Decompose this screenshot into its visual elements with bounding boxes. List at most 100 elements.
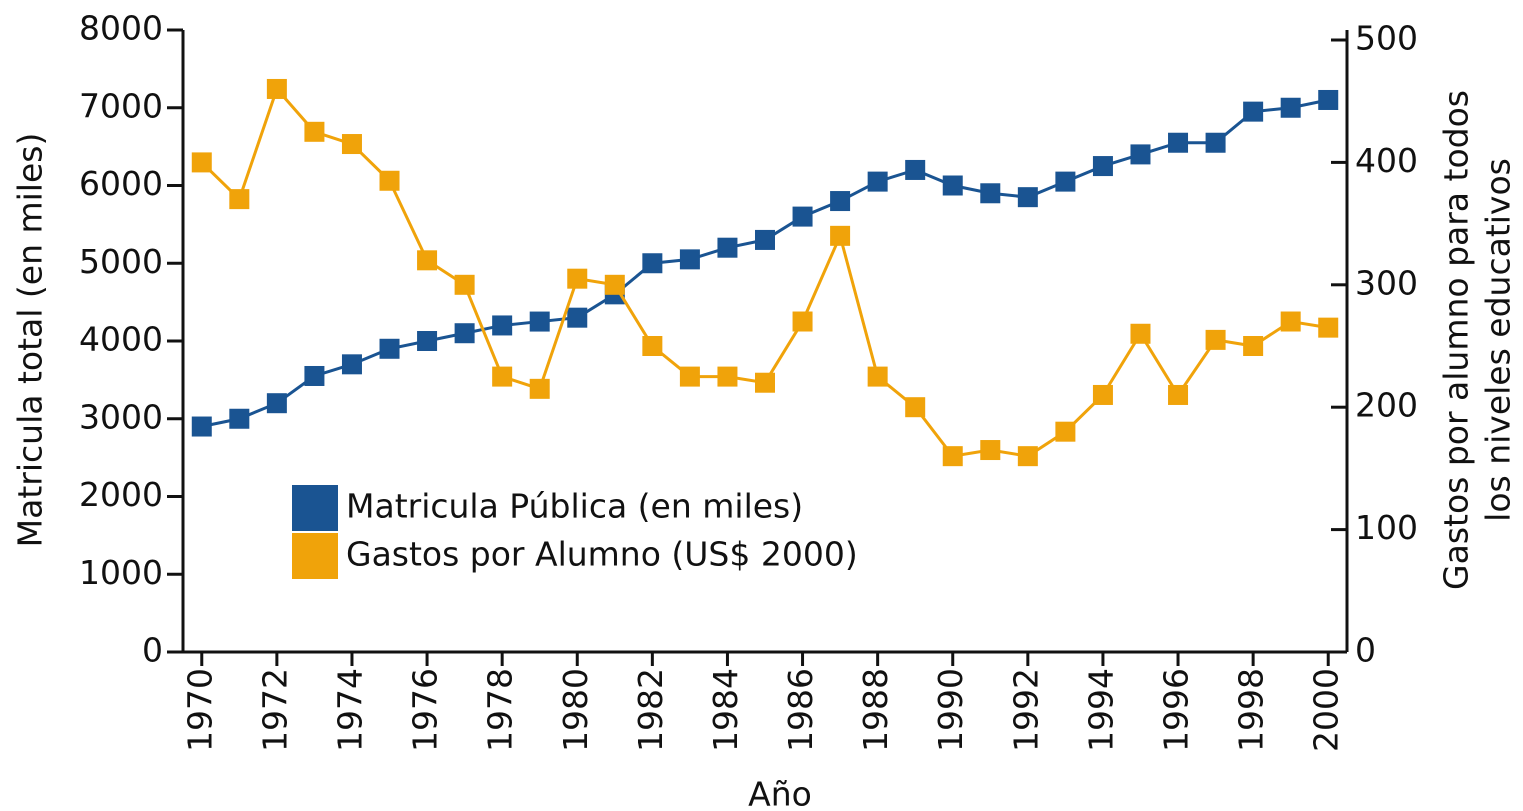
data-point	[304, 365, 325, 386]
legend-label: Matricula Pública (en miles)	[346, 487, 803, 526]
data-point	[755, 229, 775, 250]
data-point	[1168, 384, 1189, 405]
data-point	[454, 323, 475, 344]
data-point	[755, 372, 775, 393]
data-point	[642, 336, 663, 356]
y2-axis-label: los niveles educativos	[1479, 158, 1518, 522]
y2-axis-label: Gastos por alumno para todos	[1437, 90, 1476, 590]
data-point	[830, 191, 851, 212]
data-point	[1318, 317, 1339, 338]
data-point	[792, 206, 813, 227]
data-point	[980, 440, 1001, 461]
x-tick-label: 1974	[330, 668, 369, 752]
x-tick-label: 1976	[406, 668, 445, 752]
data-point	[1055, 171, 1076, 192]
data-point	[642, 253, 663, 274]
data-point	[1205, 329, 1226, 350]
data-point	[1017, 187, 1038, 208]
data-point	[1205, 132, 1226, 153]
x-tick-label: 1978	[481, 668, 520, 752]
data-point	[266, 78, 287, 99]
data-point	[1092, 384, 1113, 405]
x-tick-label: 1988	[856, 668, 895, 752]
data-point	[529, 311, 550, 332]
x-tick-label: 1996	[1157, 668, 1196, 752]
data-point	[867, 366, 888, 387]
y-tick-label: 1000	[79, 553, 163, 592]
series-line	[200, 86, 1329, 458]
data-point	[379, 338, 400, 359]
y-axis-label: Matricula total (en miles)	[11, 133, 50, 548]
data-point	[1055, 421, 1076, 442]
x-tick-label: 1982	[631, 668, 670, 752]
data-point	[604, 274, 625, 295]
data-point	[942, 175, 963, 196]
data-point	[1280, 311, 1301, 332]
y-tick-label: 8000	[79, 9, 163, 48]
data-point	[304, 121, 325, 142]
data-point	[1130, 323, 1151, 344]
x-axis-label: Año	[748, 775, 812, 811]
x-tick-label: 1984	[706, 668, 745, 752]
data-point	[567, 307, 588, 328]
y2-tick-label: 0	[1355, 631, 1376, 670]
data-point	[1168, 132, 1189, 153]
data-point	[679, 366, 700, 387]
y2-tick-label: 400	[1355, 141, 1418, 180]
data-point	[1092, 156, 1113, 177]
data-point	[229, 408, 250, 429]
data-point	[1243, 336, 1264, 356]
data-point	[867, 171, 888, 192]
x-tick-label: 1986	[781, 668, 820, 752]
y-tick-label: 4000	[79, 320, 163, 359]
data-point	[905, 397, 926, 418]
y-tick-label: 3000	[79, 397, 163, 436]
data-point	[679, 249, 700, 270]
data-point	[341, 134, 362, 155]
x-tick-label: 1970	[180, 668, 219, 752]
data-point	[1318, 89, 1339, 110]
data-point	[191, 152, 212, 173]
x-tick-label: 1972	[255, 668, 294, 752]
data-point	[905, 159, 926, 180]
data-point	[492, 315, 513, 336]
x-tick-label: 1980	[556, 668, 595, 752]
data-point	[379, 170, 400, 191]
x-tick-label: 1994	[1081, 668, 1120, 752]
data-point	[529, 378, 550, 399]
data-point	[229, 189, 250, 210]
data-point	[266, 393, 287, 414]
y-tick-label: 6000	[79, 164, 163, 203]
x-tick-label: 1990	[931, 668, 970, 752]
x-tick-label: 1998	[1232, 668, 1271, 752]
data-point	[1243, 101, 1264, 122]
data-point	[191, 416, 212, 437]
data-point	[942, 446, 963, 467]
data-point	[1017, 446, 1038, 467]
data-point	[567, 268, 588, 289]
y2-tick-label: 500	[1355, 19, 1418, 58]
data-point	[341, 354, 362, 375]
y2-tick-label: 100	[1355, 508, 1418, 547]
data-point	[980, 183, 1001, 204]
y2-tick-label: 300	[1355, 263, 1418, 302]
y-tick-label: 7000	[79, 86, 163, 125]
data-point	[717, 366, 738, 387]
x-tick-label: 1992	[1006, 668, 1045, 752]
data-point	[492, 366, 513, 387]
y-tick-label: 0	[142, 631, 163, 670]
legend-swatch	[292, 533, 338, 579]
y-tick-label: 2000	[79, 475, 163, 514]
data-point	[454, 274, 475, 295]
data-point	[792, 311, 813, 332]
data-point	[1130, 144, 1151, 165]
data-point	[717, 237, 738, 258]
y-tick-label: 5000	[79, 242, 163, 281]
legend-swatch	[292, 485, 338, 531]
data-point	[417, 250, 438, 271]
data-point	[830, 225, 851, 246]
data-point	[417, 331, 438, 351]
y2-tick-label: 200	[1355, 386, 1418, 425]
data-point	[1280, 97, 1301, 118]
